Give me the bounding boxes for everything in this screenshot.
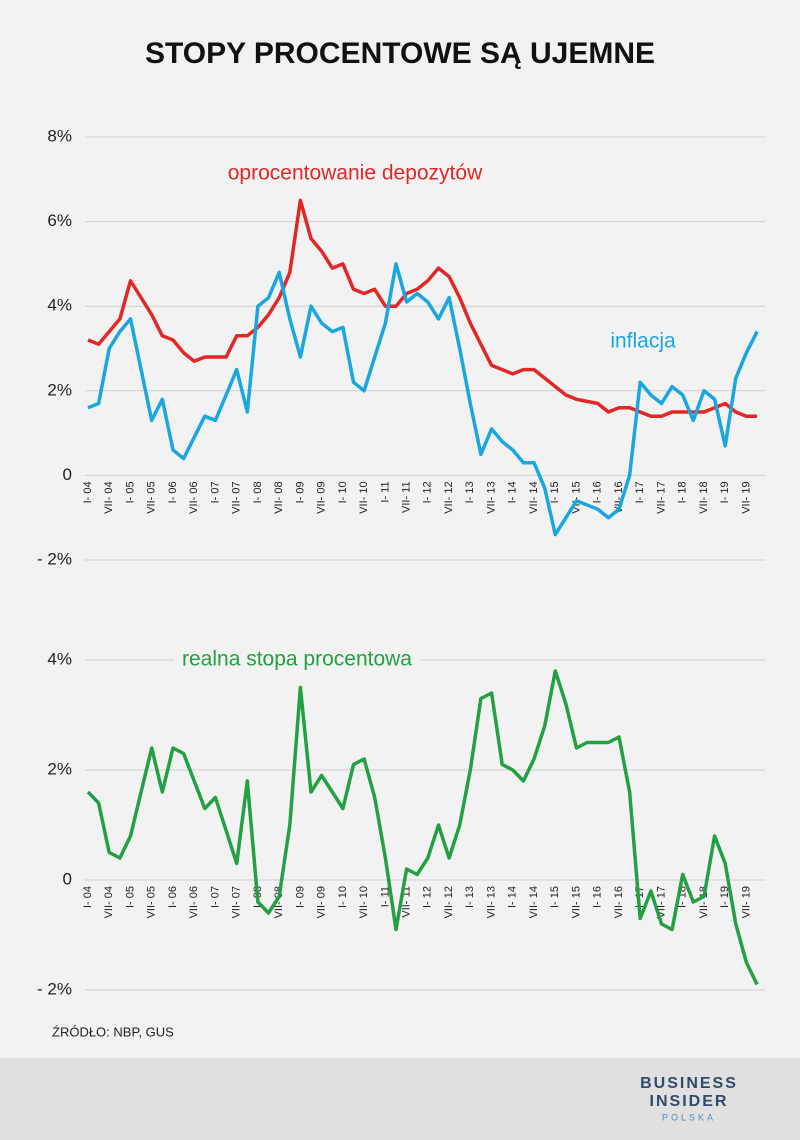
x-tick-label: VII- 17 bbox=[655, 481, 667, 513]
x-tick-label: VII- 12 bbox=[443, 481, 455, 513]
x-tick-label: I- 07 bbox=[209, 886, 221, 908]
x-tick-label: I- 09 bbox=[294, 886, 306, 908]
x-tick-label: I- 16 bbox=[592, 886, 604, 908]
logo-insider: INSIDER bbox=[650, 1093, 729, 1110]
x-tick-label: VII- 18 bbox=[698, 481, 710, 513]
x-tick-label: I- 19 bbox=[719, 886, 731, 908]
x-tick-label: I- 15 bbox=[549, 886, 561, 908]
x-tick-label: I- 13 bbox=[464, 481, 476, 503]
x-tick-label: I- 06 bbox=[167, 886, 179, 908]
x-tick-label: VII- 13 bbox=[485, 481, 497, 513]
series-label: inflacja bbox=[610, 330, 676, 353]
x-tick-label: I- 17 bbox=[634, 481, 646, 503]
x-tick-label: VII- 07 bbox=[231, 481, 243, 513]
x-tick-label: I- 04 bbox=[82, 481, 94, 503]
x-tick-label: VII- 05 bbox=[146, 481, 158, 513]
y-tick-label: 4% bbox=[47, 649, 72, 668]
x-tick-label: I- 18 bbox=[677, 481, 689, 503]
y-tick-label: - 2% bbox=[37, 549, 72, 568]
x-tick-label: VII- 12 bbox=[443, 886, 455, 918]
x-tick-label: VII- 19 bbox=[740, 886, 752, 918]
x-tick-label: I- 16 bbox=[592, 481, 604, 503]
y-tick-label: 4% bbox=[47, 296, 72, 315]
x-tick-label: I- 05 bbox=[124, 481, 136, 503]
x-tick-label: I- 11 bbox=[379, 481, 391, 502]
title: STOPY PROCENTOWE SĄ UJEMNE bbox=[145, 37, 655, 70]
x-tick-label: VII- 10 bbox=[358, 886, 370, 918]
x-tick-label: VII- 05 bbox=[146, 886, 158, 918]
series-label: realna stopa procentowa bbox=[182, 648, 412, 671]
y-tick-label: 0 bbox=[63, 869, 72, 888]
x-tick-label: I- 13 bbox=[464, 886, 476, 908]
x-tick-label: I- 05 bbox=[124, 886, 136, 908]
y-tick-label: 6% bbox=[47, 211, 72, 230]
x-tick-label: I- 06 bbox=[167, 481, 179, 503]
x-tick-label: VII- 16 bbox=[613, 886, 625, 918]
x-tick-label: I- 19 bbox=[719, 481, 731, 503]
x-tick-label: I- 14 bbox=[507, 481, 519, 503]
y-tick-label: - 2% bbox=[37, 979, 72, 998]
x-tick-label: VII- 10 bbox=[358, 481, 370, 513]
x-tick-label: VII- 19 bbox=[740, 481, 752, 513]
label-background bbox=[174, 647, 421, 671]
x-tick-label: VII- 18 bbox=[698, 886, 710, 918]
x-tick-label: I- 14 bbox=[507, 886, 519, 908]
logo-polska: POLSKA bbox=[662, 1112, 716, 1122]
x-tick-label: I- 10 bbox=[337, 481, 349, 503]
x-tick-label: VII- 06 bbox=[188, 886, 200, 918]
logo-business: BUSINESS bbox=[640, 1075, 738, 1092]
series-line bbox=[87, 198, 758, 418]
y-tick-label: 2% bbox=[47, 759, 72, 778]
x-tick-label: I- 12 bbox=[422, 481, 434, 503]
x-tick-label: VII- 08 bbox=[273, 481, 285, 513]
x-tick-label: VII- 14 bbox=[528, 481, 540, 513]
x-tick-label: VII- 04 bbox=[103, 886, 115, 918]
series-label: oprocentowanie depozytów bbox=[228, 162, 483, 185]
y-tick-label: 8% bbox=[47, 126, 72, 145]
x-tick-label: I- 08 bbox=[252, 481, 264, 503]
x-tick-label: VII- 08 bbox=[273, 886, 285, 918]
x-tick-label: VII- 15 bbox=[570, 886, 582, 918]
x-tick-label: VII- 07 bbox=[231, 886, 243, 918]
x-tick-label: VII- 09 bbox=[316, 886, 328, 918]
x-tick-label: VII- 09 bbox=[316, 481, 328, 513]
x-tick-label: I- 12 bbox=[422, 886, 434, 908]
x-tick-label: VII- 04 bbox=[103, 481, 115, 513]
y-tick-label: 0 bbox=[63, 465, 72, 484]
x-tick-label: I- 10 bbox=[337, 886, 349, 908]
source: ŹRÓDŁO: NBP, GUS bbox=[52, 1024, 174, 1039]
footer bbox=[0, 1058, 800, 1140]
x-tick-label: VII- 11 bbox=[401, 481, 413, 513]
x-tick-label: I- 11 bbox=[379, 886, 391, 907]
x-tick-label: VII- 14 bbox=[528, 886, 540, 918]
series-line bbox=[87, 262, 759, 537]
x-tick-label: I- 15 bbox=[549, 481, 561, 503]
x-tick-label: VII- 13 bbox=[485, 886, 497, 918]
series-line bbox=[86, 669, 759, 986]
x-tick-label: I- 09 bbox=[294, 481, 306, 503]
y-tick-label: 2% bbox=[47, 380, 72, 399]
x-tick-label: I- 04 bbox=[82, 886, 94, 908]
x-tick-label: VII- 06 bbox=[188, 481, 200, 513]
x-tick-label: I- 07 bbox=[209, 481, 221, 503]
